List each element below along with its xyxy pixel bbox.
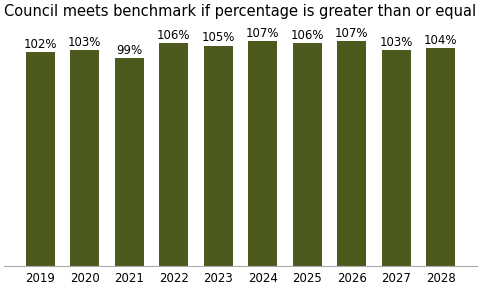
Bar bbox=[248, 41, 276, 266]
Text: 105%: 105% bbox=[201, 32, 234, 45]
Bar bbox=[425, 48, 455, 266]
Text: 106%: 106% bbox=[156, 29, 190, 42]
Bar bbox=[114, 58, 144, 266]
Text: 107%: 107% bbox=[245, 27, 279, 40]
Text: 103%: 103% bbox=[379, 36, 412, 49]
Text: 107%: 107% bbox=[335, 27, 368, 40]
Bar bbox=[292, 43, 321, 266]
Bar bbox=[336, 41, 366, 266]
Text: 104%: 104% bbox=[423, 34, 456, 47]
Text: 106%: 106% bbox=[290, 29, 324, 42]
Bar bbox=[159, 43, 188, 266]
Bar bbox=[381, 50, 410, 266]
Text: 103%: 103% bbox=[68, 36, 101, 49]
Text: 102%: 102% bbox=[24, 38, 57, 51]
Text: Council meets benchmark if percentage is greater than or equal to 100%: Council meets benchmark if percentage is… bbox=[4, 4, 480, 19]
Bar bbox=[70, 50, 99, 266]
Text: 99%: 99% bbox=[116, 44, 142, 57]
Bar bbox=[204, 46, 232, 266]
Bar bbox=[25, 52, 55, 266]
